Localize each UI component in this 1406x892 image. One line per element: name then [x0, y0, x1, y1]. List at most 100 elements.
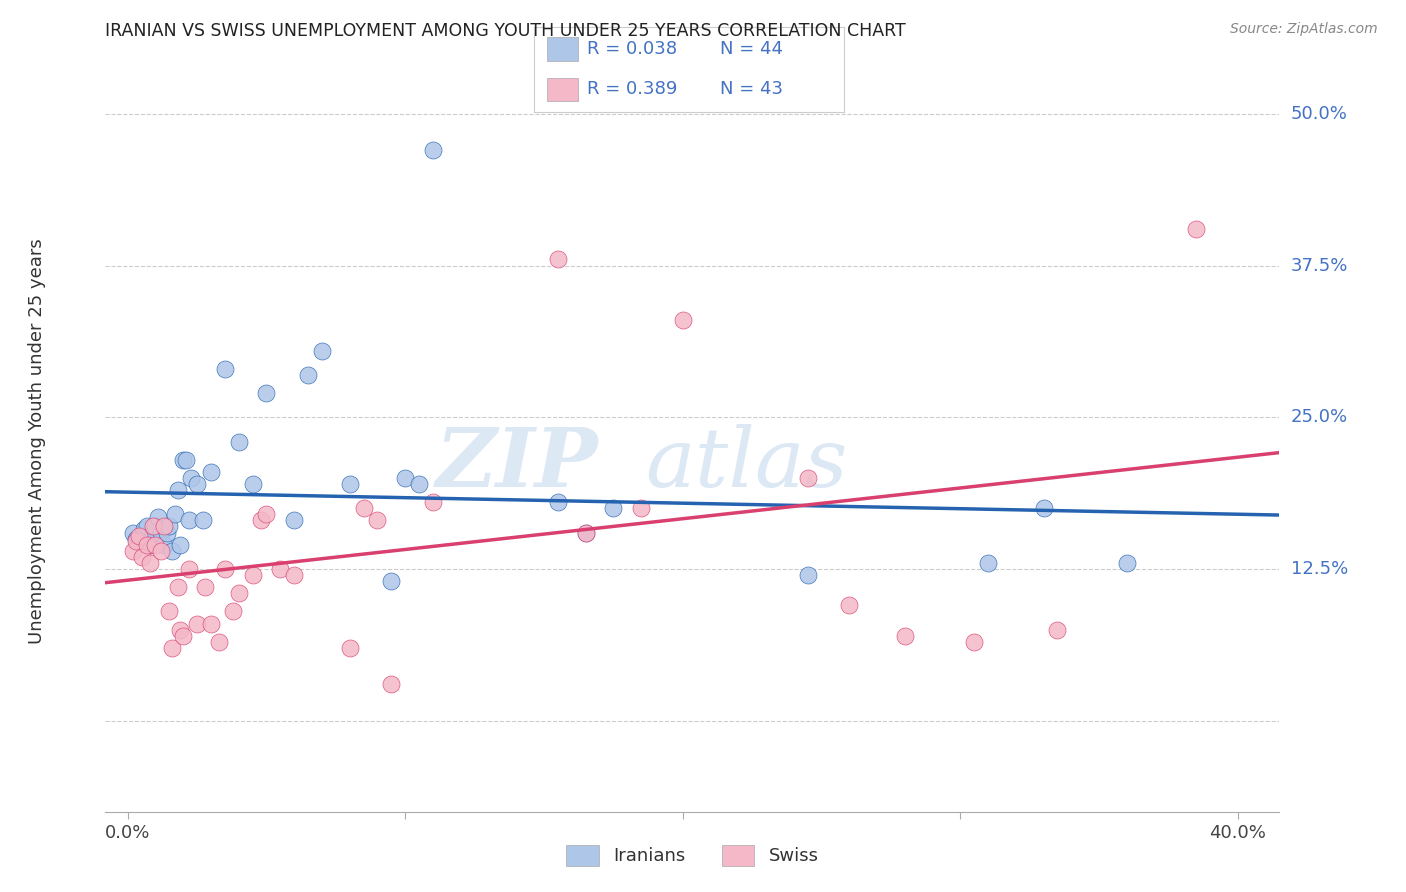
Point [796, 471, 818, 485]
Point [977, 556, 1000, 570]
Point [157, 519, 180, 533]
Point [297, 368, 319, 382]
Point [169, 538, 191, 552]
Point [131, 549, 153, 564]
Point [380, 574, 402, 588]
Point [166, 483, 188, 497]
Point [1115, 556, 1137, 570]
Point [214, 562, 236, 576]
Point [200, 616, 222, 631]
Point [366, 513, 388, 527]
Point [1046, 623, 1069, 637]
Point [575, 525, 598, 540]
Point [152, 538, 174, 552]
Point [228, 434, 250, 449]
Point [172, 452, 194, 467]
Point [169, 623, 191, 637]
Point [191, 513, 214, 527]
Text: N = 43: N = 43 [720, 80, 783, 98]
Point [422, 495, 444, 509]
Point [149, 543, 172, 558]
Point [136, 519, 159, 533]
Text: N = 44: N = 44 [720, 40, 783, 58]
Text: Source: ZipAtlas.com: Source: ZipAtlas.com [1230, 22, 1378, 37]
Point [228, 586, 250, 600]
Point [128, 534, 150, 549]
Point [186, 477, 208, 491]
Text: 12.5%: 12.5% [1291, 560, 1348, 578]
Point [142, 519, 165, 533]
Point [136, 538, 159, 552]
Point [214, 361, 236, 376]
Point [125, 534, 148, 549]
Text: R = 0.389: R = 0.389 [586, 80, 678, 98]
Point [149, 525, 172, 540]
Point [139, 538, 162, 552]
Point [242, 568, 264, 582]
Point [254, 508, 277, 522]
Point [672, 313, 695, 327]
Point [380, 677, 402, 691]
Point [145, 538, 167, 552]
Point [157, 604, 180, 618]
Point [242, 477, 264, 491]
Point [408, 477, 430, 491]
Point [139, 556, 162, 570]
Point [283, 568, 305, 582]
Point [134, 522, 156, 536]
Legend: Iranians, Swiss: Iranians, Swiss [560, 838, 825, 873]
Point [163, 508, 186, 522]
Point [177, 513, 200, 527]
Point [142, 525, 165, 540]
Point [222, 604, 245, 618]
Point [125, 532, 148, 546]
Point [602, 501, 624, 516]
Point [186, 616, 208, 631]
Text: ZIP: ZIP [436, 424, 599, 504]
Text: 37.5%: 37.5% [1291, 257, 1348, 275]
Point [311, 343, 333, 358]
Point [160, 543, 183, 558]
Point [128, 529, 150, 543]
Point [200, 465, 222, 479]
Point [894, 629, 917, 643]
Point [353, 501, 375, 516]
Point [177, 562, 200, 576]
Point [174, 452, 197, 467]
Text: IRANIAN VS SWISS UNEMPLOYMENT AMONG YOUTH UNDER 25 YEARS CORRELATION CHART: IRANIAN VS SWISS UNEMPLOYMENT AMONG YOUT… [105, 22, 907, 40]
Point [155, 525, 177, 540]
Point [547, 495, 569, 509]
Point [422, 143, 444, 157]
Point [1185, 222, 1208, 236]
Point [122, 543, 145, 558]
Point [1032, 501, 1054, 516]
Point [339, 640, 361, 655]
Point [339, 477, 361, 491]
Point [148, 509, 170, 524]
Point [152, 519, 174, 533]
Point [208, 635, 231, 649]
Bar [547, 78, 578, 102]
Point [250, 513, 273, 527]
Point [145, 519, 167, 533]
Point [172, 629, 194, 643]
Bar [547, 37, 578, 61]
Point [547, 252, 569, 267]
Point [166, 580, 188, 594]
Point [283, 513, 305, 527]
Point [838, 599, 860, 613]
Point [269, 562, 291, 576]
Text: Unemployment Among Youth under 25 years: Unemployment Among Youth under 25 years [28, 239, 46, 644]
Text: R = 0.038: R = 0.038 [586, 40, 678, 58]
Point [575, 525, 598, 540]
Point [131, 529, 153, 543]
Text: 25.0%: 25.0% [1291, 409, 1348, 426]
Point [180, 471, 202, 485]
Point [122, 525, 145, 540]
Point [630, 501, 652, 516]
Point [394, 471, 416, 485]
Point [194, 580, 217, 594]
Point [963, 635, 986, 649]
Point [254, 386, 277, 401]
Text: 50.0%: 50.0% [1291, 105, 1347, 123]
